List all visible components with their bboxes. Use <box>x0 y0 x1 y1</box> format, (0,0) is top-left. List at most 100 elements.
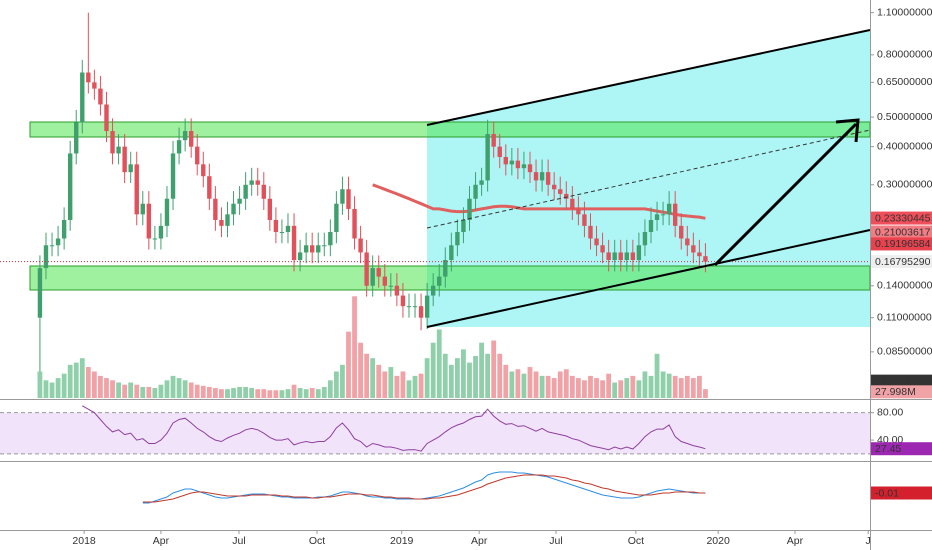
volume-bar <box>539 375 545 398</box>
candle-body <box>376 268 381 277</box>
candle-body <box>449 245 454 261</box>
volume-bar <box>285 389 291 398</box>
candle-body <box>606 252 611 261</box>
volume-bar <box>194 384 200 398</box>
candle-body <box>551 184 557 190</box>
candle-body <box>164 198 170 226</box>
candle-body <box>430 285 436 296</box>
candle-body <box>261 184 266 199</box>
candle-body <box>207 176 212 199</box>
candle-body <box>400 295 406 307</box>
candle-body <box>624 252 629 261</box>
volume-bar <box>352 296 357 398</box>
volume-bar <box>388 367 394 398</box>
volume-bar <box>648 375 654 398</box>
volume-bar <box>291 384 297 398</box>
volume-bar <box>684 375 690 398</box>
candle-body <box>334 203 339 233</box>
candle-body <box>279 232 285 234</box>
volume-bar <box>582 380 587 398</box>
volume-bar <box>315 389 321 398</box>
value-label: 27.45 <box>875 443 901 455</box>
x-tick-label: 2019 <box>390 535 414 547</box>
value-label: 27.998M <box>875 386 916 398</box>
value-label: -0.01 <box>875 487 899 499</box>
candle-body <box>539 172 545 181</box>
y-tick-label: 0.80000000 <box>877 49 932 61</box>
candle-body <box>582 214 587 226</box>
candle-body <box>128 164 133 173</box>
volume-bar <box>672 375 678 398</box>
candle-body <box>328 232 333 246</box>
volume-bar <box>182 380 188 398</box>
volume-bar <box>73 362 79 398</box>
candle-body <box>679 225 684 239</box>
candle-body <box>588 225 593 239</box>
volume-bar <box>67 364 73 398</box>
volume-bar <box>303 389 309 398</box>
x-tick-label: 2020 <box>706 535 730 547</box>
volume-bar <box>479 342 484 398</box>
candle-body <box>443 260 448 277</box>
candle-body <box>666 203 672 215</box>
volume-bar <box>206 386 212 398</box>
channel-lower <box>426 229 871 328</box>
y-tick-label: 0.08500000 <box>877 346 932 358</box>
candle-body <box>231 203 236 215</box>
volume-bar <box>55 378 61 398</box>
volume-bar <box>116 382 121 398</box>
volume-bar <box>509 371 515 398</box>
volume-bar <box>273 390 279 398</box>
candle-body <box>394 285 400 296</box>
candle-body <box>406 306 412 308</box>
value-label: 0.19196584 <box>875 238 931 250</box>
volume-bar <box>134 384 140 398</box>
y-tick-label: 1.10000000 <box>877 6 932 18</box>
candle-body <box>691 245 696 253</box>
moving-average <box>372 183 706 220</box>
volume-bar <box>703 389 708 398</box>
band <box>0 412 870 454</box>
volume-bar <box>654 353 660 398</box>
candle-body <box>600 245 605 253</box>
volume-bar <box>309 388 315 398</box>
volume-bar <box>91 371 97 398</box>
x-tick-label: Oct <box>309 535 325 547</box>
volume-bar <box>666 373 672 398</box>
candle-body <box>182 131 188 141</box>
volume-bar <box>467 362 472 398</box>
candle-body <box>158 225 164 239</box>
candle-body <box>225 214 230 226</box>
volume-bar <box>521 373 527 398</box>
candle-body <box>291 225 297 261</box>
volume-bar <box>261 389 267 398</box>
volume-bar <box>588 375 593 398</box>
volume-bar <box>606 373 612 398</box>
value-label-box <box>871 255 932 269</box>
x-tick-label: J <box>866 535 871 547</box>
candle-body <box>703 256 708 262</box>
volume-bar <box>418 373 424 398</box>
volume-bar <box>412 375 418 398</box>
x-tick-label: Apr <box>153 535 170 547</box>
x-tick-label: Apr <box>787 535 804 547</box>
candle-body <box>618 252 623 261</box>
volume-bar <box>170 375 176 398</box>
volume-bar <box>394 375 400 398</box>
volume-bar <box>400 371 406 398</box>
candle-body <box>424 295 430 318</box>
candle-body <box>358 238 363 253</box>
volume-bar <box>448 364 454 398</box>
candle-body <box>297 252 303 261</box>
candle-body <box>219 219 224 226</box>
candle-body <box>249 180 254 185</box>
candle-body <box>255 180 260 185</box>
volume-bar <box>225 389 230 398</box>
volume-bar <box>660 371 666 398</box>
volume-bar <box>249 388 255 398</box>
candle-body <box>176 140 182 154</box>
candle-body <box>67 153 73 220</box>
value-label-box <box>871 486 932 500</box>
candle-body <box>636 245 642 261</box>
